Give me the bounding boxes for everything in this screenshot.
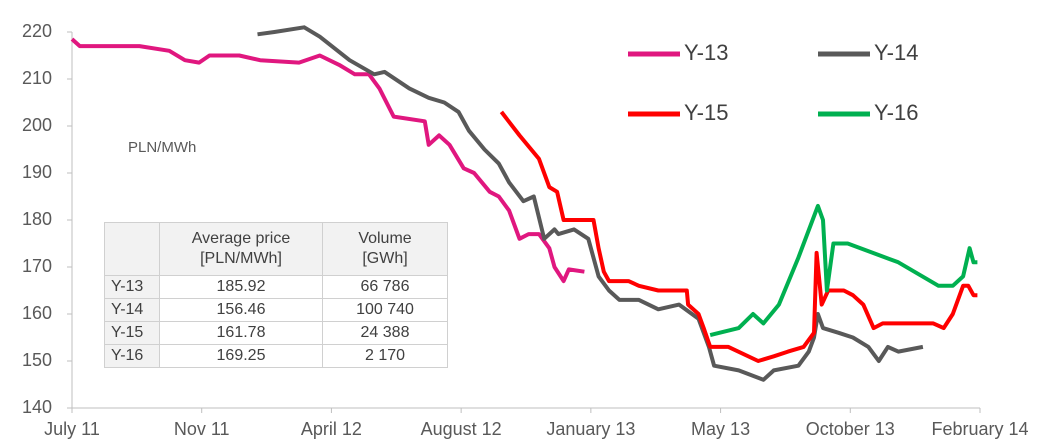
x-tick-label: Nov 11 [174, 419, 230, 439]
x-tick-label: August 12 [421, 419, 502, 439]
table-row: Y-13 185.92 66 786 [104, 275, 448, 299]
table-header-cell: Volume [GWh] [322, 222, 448, 276]
legend-label: Y-15 [684, 100, 728, 125]
header-line: [GWh] [362, 250, 408, 267]
row-header: Y-15 [104, 321, 160, 345]
legend-label: Y-13 [684, 40, 728, 65]
table-cell: 66 786 [322, 275, 448, 299]
summary-table: Average price [PLN/MWh] Volume [GWh] Y-13 185… [104, 222, 448, 368]
table-row: Y-15 161.78 24 388 [104, 321, 448, 345]
y-tick-label: 190 [22, 162, 52, 182]
y-tick-label: 140 [22, 397, 52, 417]
table-row: Y-14 156.46 100 740 [104, 298, 448, 322]
series-line [499, 110, 978, 363]
header-line: Volume [358, 230, 412, 247]
y-tick-label: 210 [22, 68, 52, 88]
legend-label: Y-16 [874, 100, 918, 125]
x-tick-label: July 11 [44, 419, 100, 439]
legend-label: Y-14 [874, 40, 918, 65]
table-header-row: Average price [PLN/MWh] Volume [GWh] [104, 222, 448, 276]
table-cell: 2 170 [322, 344, 448, 368]
table-cell: 169.25 [159, 344, 323, 368]
unit-annotation: PLN/MWh [128, 139, 196, 156]
row-header: Y-14 [104, 298, 160, 322]
y-tick-label: 150 [22, 350, 52, 370]
x-tick-label: April 12 [301, 419, 362, 439]
header-line: [PLN/MWh] [200, 250, 282, 267]
table-row: Y-16 169.25 2 170 [104, 344, 448, 368]
table-header-cell: Average price [PLN/MWh] [159, 222, 323, 276]
table-cell: 161.78 [159, 321, 323, 345]
y-tick-label: 220 [22, 21, 52, 41]
y-tick-label: 200 [22, 115, 52, 135]
x-tick-label: May 13 [691, 419, 750, 439]
series-line [709, 203, 978, 338]
y-tick-label: 160 [22, 303, 52, 323]
table-cell: 24 388 [322, 321, 448, 345]
table-corner [104, 222, 160, 276]
table-cell: 185.92 [159, 275, 323, 299]
y-tick-label: 180 [22, 209, 52, 229]
table-cell: 156.46 [159, 298, 323, 322]
header-line: Average price [191, 230, 291, 247]
x-tick-label: October 13 [806, 419, 895, 439]
row-header: Y-13 [104, 275, 160, 299]
table-cell: 100 740 [322, 298, 448, 322]
y-tick-label: 170 [22, 256, 52, 276]
row-header: Y-16 [104, 344, 160, 368]
x-tick-label: February 14 [931, 419, 1028, 439]
series-line [257, 25, 924, 382]
x-tick-label: January 13 [546, 419, 635, 439]
series-line [70, 37, 585, 284]
